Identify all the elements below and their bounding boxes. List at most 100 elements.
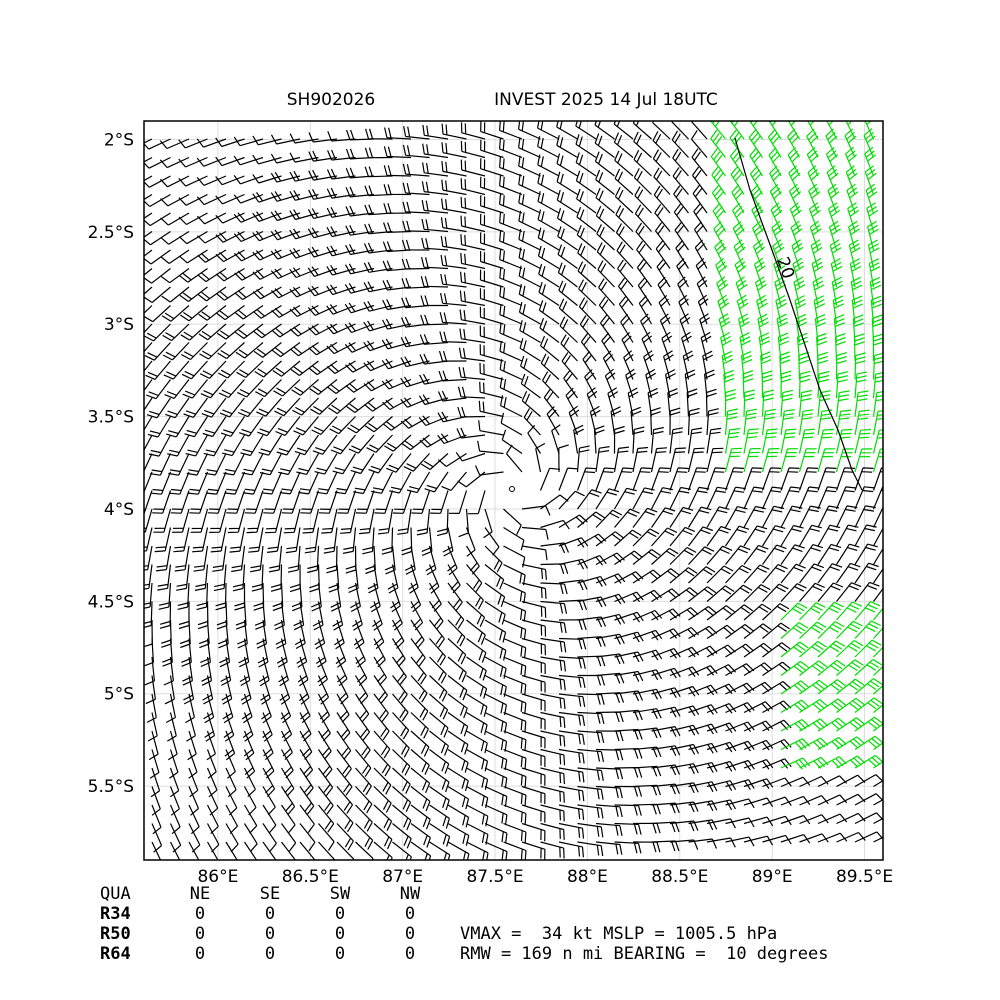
wind-barb	[864, 165, 877, 195]
wind-barb	[239, 416, 264, 437]
wind-barb	[160, 212, 190, 226]
wind-barb	[151, 841, 162, 860]
wind-barb	[402, 182, 430, 196]
wind-barb	[835, 543, 860, 565]
wind-barb	[429, 693, 449, 720]
wind-barb	[384, 434, 412, 452]
wind-barb	[345, 378, 375, 393]
wind-barb	[580, 333, 597, 362]
wind-barb	[160, 268, 190, 284]
wind-barb	[740, 351, 753, 380]
wind-barb	[775, 294, 787, 325]
wind-barb	[693, 221, 708, 251]
wind-barb	[262, 823, 277, 852]
wind-barb	[189, 490, 209, 514]
wind-barb	[688, 762, 718, 773]
wind-barb	[632, 708, 662, 719]
wind-barb	[429, 619, 445, 648]
wind-barb	[255, 379, 282, 398]
wind-barb	[873, 607, 883, 621]
x-tick-label: 87°E	[382, 867, 423, 887]
wind-barb	[223, 453, 246, 476]
wind-barb	[743, 720, 774, 732]
wind-barb	[460, 215, 486, 233]
wind-barb	[429, 767, 450, 793]
wind-barb	[742, 370, 754, 399]
wind-barb	[428, 582, 442, 612]
wind-barb	[429, 822, 451, 847]
wind-barb	[278, 453, 301, 476]
wind-barb	[595, 531, 624, 547]
wind-barb	[484, 674, 507, 697]
wind-barb	[206, 749, 217, 779]
wind-barb	[551, 424, 561, 454]
wind-barb	[289, 304, 319, 318]
wind-barb	[460, 159, 486, 177]
wind-barb	[289, 323, 319, 337]
wind-barb	[484, 619, 507, 643]
wind-barb	[447, 822, 470, 846]
wind-barb	[499, 359, 523, 381]
wind-barb	[225, 841, 238, 860]
wind-barb	[381, 338, 412, 350]
wind-barb	[401, 239, 430, 251]
wind-barb	[202, 416, 227, 438]
wind-barb	[835, 524, 859, 547]
wind-barb	[650, 447, 668, 473]
wind-barb	[655, 222, 671, 251]
wind-barb	[271, 323, 301, 338]
wind-barb	[259, 453, 283, 476]
wind-barb	[791, 239, 804, 269]
wind-barb	[318, 749, 333, 778]
wind-barb	[330, 434, 356, 455]
wind-barb	[334, 471, 357, 495]
wind-barb	[518, 301, 541, 325]
wind-barb	[368, 453, 393, 474]
wind-barb	[144, 379, 153, 392]
wind-barb	[383, 184, 412, 196]
wind-barb	[181, 360, 208, 380]
wind-barb	[220, 416, 245, 437]
wind-barb	[400, 415, 430, 429]
wind-barb	[429, 601, 444, 630]
wind-barb	[687, 427, 703, 454]
wind-barb	[817, 409, 833, 436]
table-header: SE	[260, 884, 280, 904]
wind-barb	[345, 224, 375, 236]
wind-barb	[636, 240, 652, 269]
wind-barb	[457, 471, 486, 488]
wind-barb	[724, 408, 739, 436]
wind-barb	[600, 314, 615, 343]
wind-barb	[651, 568, 680, 584]
wind-barb	[706, 408, 719, 436]
wind-barb	[557, 244, 578, 269]
wind-barb	[651, 527, 678, 547]
wind-barb	[403, 453, 430, 472]
wind-barb	[179, 305, 208, 322]
wind-barb	[706, 585, 735, 602]
wind-barb	[363, 378, 393, 392]
wind-barb	[598, 278, 615, 306]
wind-barb	[500, 395, 523, 418]
wind-barb	[253, 342, 282, 358]
wind-barb	[318, 786, 334, 815]
wind-barb	[780, 409, 795, 436]
ticks: 86°E 86.5°E 87°E 87.5°E 88°E 88.5°E 89°E 89.5°E…	[88, 130, 893, 887]
wind-barb	[373, 656, 388, 686]
wind-barb	[556, 171, 578, 196]
wind-barb	[669, 546, 697, 565]
wind-barb	[438, 370, 467, 382]
wind-barb	[429, 804, 450, 829]
wind-barb	[429, 656, 447, 684]
wind-barb	[669, 724, 700, 736]
wind-barb	[558, 804, 585, 820]
wind-barb	[477, 440, 504, 455]
wind-barb	[537, 172, 560, 196]
wind-barb	[790, 220, 803, 251]
wind-barb	[294, 619, 306, 650]
wind-barb	[392, 490, 412, 514]
wind-barb	[457, 406, 486, 418]
wind-barb	[317, 730, 332, 760]
wind-barb	[730, 166, 745, 195]
wind-barb	[178, 156, 208, 168]
